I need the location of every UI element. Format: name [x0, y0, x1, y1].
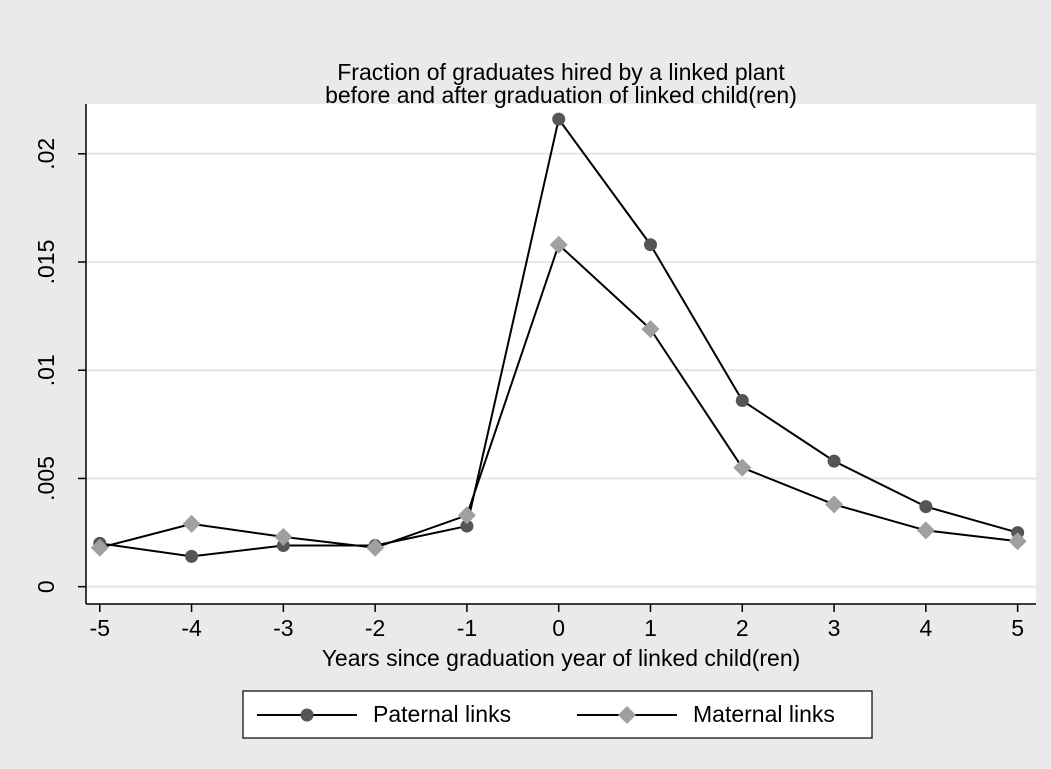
x-tick-label: 1: [644, 615, 657, 641]
data-point: [185, 549, 199, 563]
legend-marker: [618, 706, 636, 724]
data-point: [1008, 532, 1027, 551]
data-point: [735, 394, 749, 408]
x-axis-title: Years since graduation year of linked ch…: [322, 645, 801, 671]
legend-marker: [300, 708, 314, 722]
data-point: [825, 495, 844, 514]
data-point: [274, 527, 293, 546]
legend-label: Paternal links: [373, 701, 511, 727]
x-tick-label: 5: [1011, 615, 1024, 641]
x-tick-label: 4: [919, 615, 932, 641]
x-tick-label: -3: [273, 615, 293, 641]
x-tick-label: -4: [181, 615, 202, 641]
x-tick-label: -5: [90, 615, 110, 641]
y-tick-label: .01: [33, 354, 59, 386]
x-tick-label: -1: [457, 615, 477, 641]
x-tick-label: 0: [552, 615, 565, 641]
data-point: [919, 500, 933, 514]
y-tick-label: .015: [33, 240, 59, 285]
x-tick-label: 3: [828, 615, 841, 641]
data-point: [643, 238, 657, 252]
data-point: [916, 521, 935, 540]
chart-title: Fraction of graduates hired by a linked …: [337, 59, 785, 85]
chart-title: before and after graduation of linked ch…: [325, 82, 797, 108]
data-point: [641, 320, 660, 339]
y-tick-label: 0: [33, 580, 59, 593]
data-point: [90, 538, 109, 557]
legend-label: Maternal links: [693, 701, 835, 727]
data-point: [549, 235, 568, 254]
plot-area: [86, 104, 1036, 604]
data-point: [460, 519, 474, 533]
data-point: [457, 506, 476, 525]
data-point: [552, 112, 566, 126]
x-tick-label: -2: [365, 615, 385, 641]
x-tick-label: 2: [736, 615, 749, 641]
data-point: [827, 454, 841, 468]
y-tick-label: .005: [33, 456, 59, 501]
data-point: [366, 538, 385, 557]
data-point: [733, 458, 752, 477]
data-point: [182, 514, 201, 533]
y-tick-label: .02: [33, 138, 59, 170]
